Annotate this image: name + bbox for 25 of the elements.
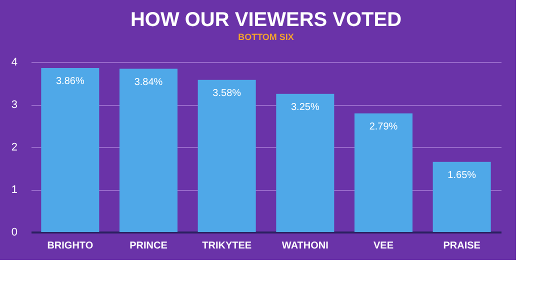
y-tick-label: 2 xyxy=(11,142,18,154)
x-tick-label: WATHONI xyxy=(282,240,329,252)
x-tick-label: TRIKYTEE xyxy=(202,240,252,252)
data-label: 3.25% xyxy=(290,102,320,113)
x-tick-label: VEE xyxy=(373,240,394,252)
x-tick-label: PRAISE xyxy=(443,240,481,252)
chart-title: HOW OUR VIEWERS VOTED xyxy=(130,9,402,31)
data-label: 1.65% xyxy=(448,170,476,181)
data-label: 2.79% xyxy=(369,121,398,132)
y-tick-label: 0 xyxy=(11,226,18,238)
data-label: 3.58% xyxy=(212,88,242,99)
bar xyxy=(120,68,178,232)
bar xyxy=(354,113,412,232)
bar xyxy=(41,68,100,232)
bar xyxy=(432,162,491,232)
x-tick-label: PRINCE xyxy=(130,240,168,252)
bar xyxy=(198,80,256,232)
chart-subtitle: BOTTOM SIX xyxy=(238,32,294,42)
y-tick-label: 4 xyxy=(11,56,18,68)
data-label: 3.86% xyxy=(56,76,84,87)
x-tick-label: BRIGHTO xyxy=(47,240,94,252)
y-tick-label: 3 xyxy=(11,99,18,111)
y-tick-label: 1 xyxy=(11,184,18,196)
data-label: 3.84% xyxy=(134,76,163,88)
bar xyxy=(276,94,334,232)
